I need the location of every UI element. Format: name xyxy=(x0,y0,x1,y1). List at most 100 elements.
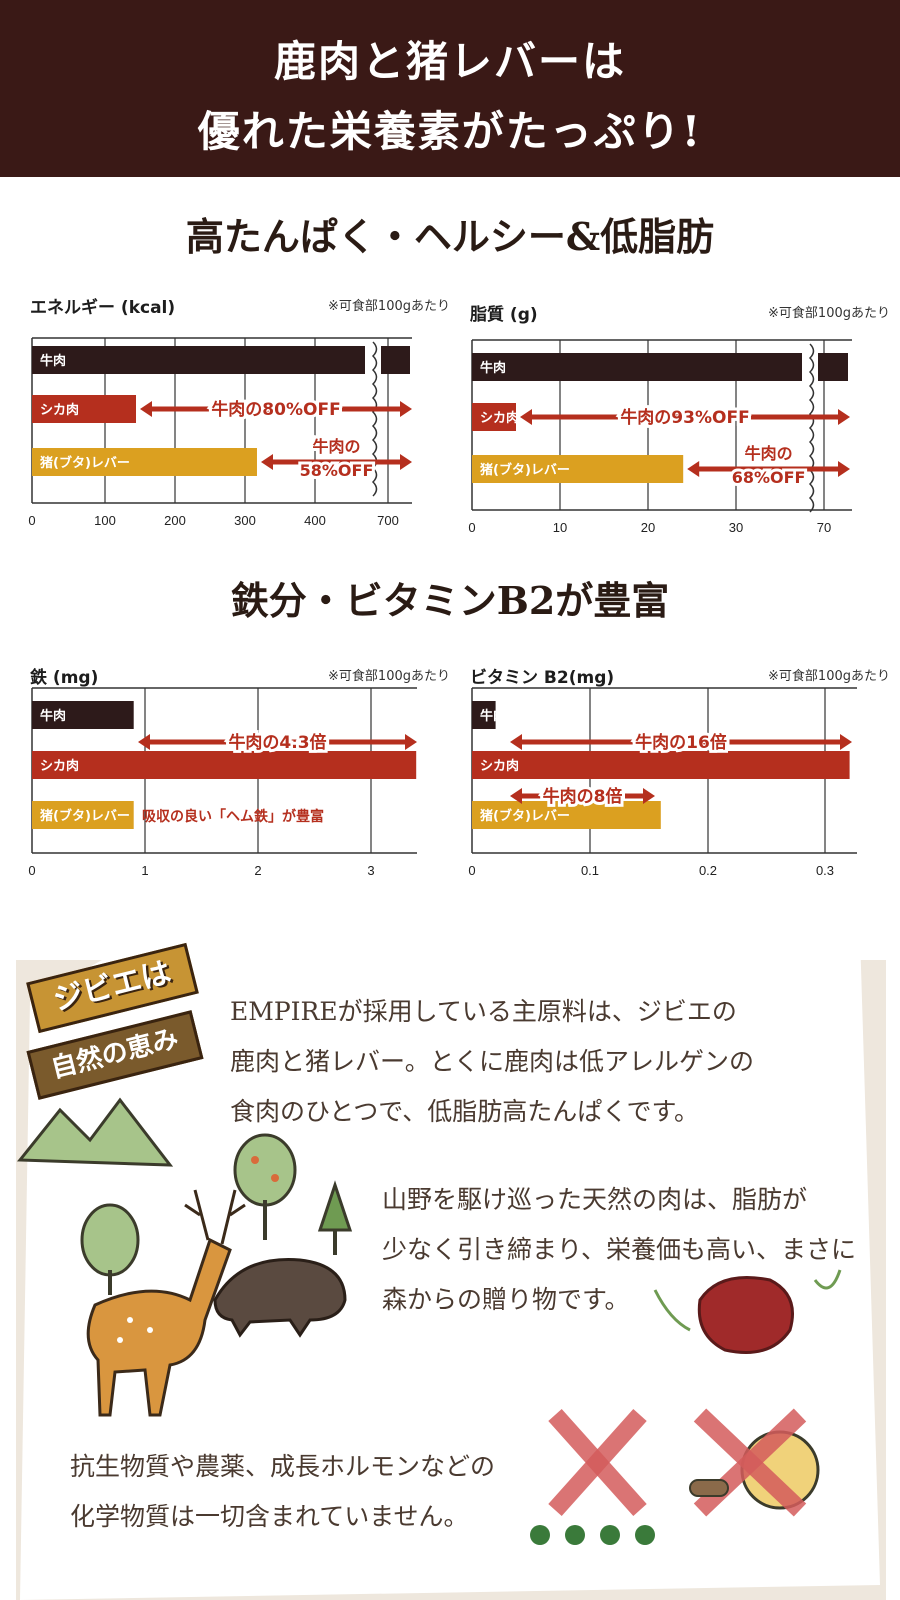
chart-energy: エネルギー (kcal) ※可食部100gあたり 0 100 200 300 400 70… xyxy=(28,293,450,543)
axis-break-line xyxy=(808,343,815,513)
no-chemical-icon xyxy=(689,1408,820,1517)
arrowhead-right xyxy=(400,401,412,417)
tick-label: 0.1 xyxy=(581,863,599,878)
annotation-text-halo: 牛肉の93%OFF xyxy=(620,407,749,428)
tick-label: 300 xyxy=(234,513,256,528)
chart-vitamin-b2-svg: 0 0.1 0.2 0.3牛肉シカ肉猪(ブタ)レバー牛肉の16倍牛肉の16倍牛肉の8倍… xyxy=(468,687,857,878)
annotation-text: 58%OFF xyxy=(300,461,374,480)
gibier-paragraph-3: 抗生物質や農薬、成長ホルモンなどの 化学物質は一切含まれていません。 xyxy=(70,1452,496,1531)
annotation-text: 牛肉の16倍 xyxy=(635,732,727,753)
chart-iron-svg: 0 1 2 3牛肉シカ肉猪(ブタ)レバー牛肉の4.3倍牛肉の4.3倍吸収の良い「ヘム鉄… xyxy=(28,687,417,878)
chart-iron: 鉄 (mg) ※可食部100gあたり 0 1 2 3 牛肉 シカ肉 猪(ブタ)レバー 牛肉の4… xyxy=(28,663,450,913)
bar xyxy=(472,701,496,729)
arrowhead-left xyxy=(687,461,700,477)
gibier-paragraph-1: EMPIREが採用している主原料は、ジビエの 鹿肉と猪レバー。とくに鹿肉は低アレ… xyxy=(230,997,755,1126)
meat-illustration xyxy=(653,1269,842,1354)
annotation-text-halo: 68%OFF xyxy=(732,468,806,487)
chart-title: 鉄 (mg) xyxy=(30,668,99,688)
bar xyxy=(32,801,134,829)
tick-label: 30 xyxy=(729,520,743,535)
chart-fat: 脂質 (g) ※可食部100gあたり 0 10 20 30 70 牛肉 シカ肉 猪(ブタ)レバ… xyxy=(468,300,890,550)
chart-title: ビタミン B2(mg) xyxy=(470,668,615,688)
bar-label: シカ肉 xyxy=(40,402,79,418)
chart-fat-svg: 0 10 20 30 70牛肉シカ肉猪(ブタ)レバー牛肉の93%OFF牛肉の93%OFF… xyxy=(468,339,852,535)
bar-label: シカ肉 xyxy=(480,410,519,426)
tick-label: 100 xyxy=(94,513,116,528)
bar-label: シカ肉 xyxy=(480,758,519,774)
bar xyxy=(32,346,410,374)
arrowhead-left xyxy=(510,788,522,804)
arrowhead-right xyxy=(400,454,412,470)
tick-label: 400 xyxy=(304,513,326,528)
bar-label: 猪(ブタ)レバー xyxy=(479,808,570,824)
bar-label: 牛肉 xyxy=(40,353,66,369)
annotation-text-halo: 牛肉の16倍 xyxy=(635,732,727,753)
bar-label: 牛肉 xyxy=(480,708,506,724)
arrowhead-left xyxy=(510,734,522,750)
annotation-text: 牛肉の80%OFF xyxy=(211,399,340,420)
tick-label: 70 xyxy=(817,520,831,535)
bar xyxy=(32,448,257,476)
bar xyxy=(472,801,661,829)
annotation-text: 牛肉の8倍 xyxy=(543,786,623,807)
tick-label: 700 xyxy=(377,513,399,528)
annotation-text-halo: 牛肉の xyxy=(312,437,360,456)
bar-label: 猪(ブタ)レバー xyxy=(479,462,570,478)
bar-label: シカ肉 xyxy=(40,758,79,774)
arrowhead-left xyxy=(520,409,532,425)
bar xyxy=(472,353,848,381)
tick-label: 0.3 xyxy=(816,863,834,878)
arrowhead-left xyxy=(260,454,273,470)
annotation-text: 68%OFF xyxy=(732,468,806,487)
tick-label: 0.2 xyxy=(699,863,717,878)
chart-title: 脂質 (g) xyxy=(470,305,538,325)
tick-label: 200 xyxy=(164,513,186,528)
tick-label: 10 xyxy=(553,520,567,535)
annotation-text-halo: 牛肉の8倍 xyxy=(543,786,623,807)
bar-label: 猪(ブタ)レバー xyxy=(39,808,130,824)
tick-label: 0 xyxy=(468,863,475,878)
axis-break-line xyxy=(371,341,378,497)
bar xyxy=(472,751,850,779)
tick-label: 20 xyxy=(641,520,655,535)
banner-line-2: 優れた栄養素がたっぷり! xyxy=(197,107,703,156)
section-title-iron: 鉄分・ビタミンB2が豊富 xyxy=(230,578,670,623)
arrowhead-right xyxy=(643,788,655,804)
bar xyxy=(32,395,137,423)
arrowhead-right xyxy=(838,461,850,477)
chart-note: ※可食部100gあたり xyxy=(328,669,450,684)
annotation-text: 牛肉の93%OFF xyxy=(620,407,749,428)
banner-line-1: 鹿肉と猪レバーは xyxy=(273,37,626,86)
arrowhead-right xyxy=(838,409,850,425)
bar xyxy=(32,701,134,729)
arrowhead-right xyxy=(840,734,852,750)
annotation-text-halo: 牛肉の xyxy=(745,444,793,463)
tick-label: 0 xyxy=(28,513,35,528)
bar xyxy=(472,403,516,431)
tick-label: 0 xyxy=(28,863,35,878)
annotation-text: 牛肉の xyxy=(312,437,360,456)
annotation-text-halo: 牛肉の4.3倍 xyxy=(228,732,326,753)
annotation-text: 牛肉の xyxy=(745,444,793,463)
tick-label: 2 xyxy=(254,863,261,878)
annotation-text-halo: 58%OFF xyxy=(300,461,374,480)
arrowhead-left xyxy=(140,401,153,417)
bar-label: 牛肉 xyxy=(40,708,66,724)
chart-note: ※可食部100gあたり xyxy=(328,299,450,314)
mountain-illustration xyxy=(16,1097,174,1167)
bar-label: 牛肉 xyxy=(480,360,506,376)
chart-title: エネルギー (kcal) xyxy=(30,298,176,318)
bar xyxy=(472,455,684,483)
arrowhead-left xyxy=(138,734,150,750)
boar-illustration xyxy=(213,1258,347,1338)
gibier-paragraph-2: 山野を駆け巡った天然の肉は、脂肪が 少なく引き締まり、栄養価も高い、まさに 森か… xyxy=(382,1185,857,1314)
chart-note: ※可食部100gあたり xyxy=(768,669,890,684)
annotation-text: 吸収の良い「ヘム鉄」が豊富 xyxy=(142,808,324,825)
chart-vitamin-b2: ビタミン B2(mg) ※可食部100gあたり 0 0.1 0.2 0.3 牛肉シカ肉猪… xyxy=(468,663,890,913)
no-pesticide-icon xyxy=(530,1408,655,1545)
deer-illustration xyxy=(86,1189,246,1417)
bar-label: 猪(ブタ)レバー xyxy=(39,455,130,471)
bar xyxy=(32,751,417,779)
